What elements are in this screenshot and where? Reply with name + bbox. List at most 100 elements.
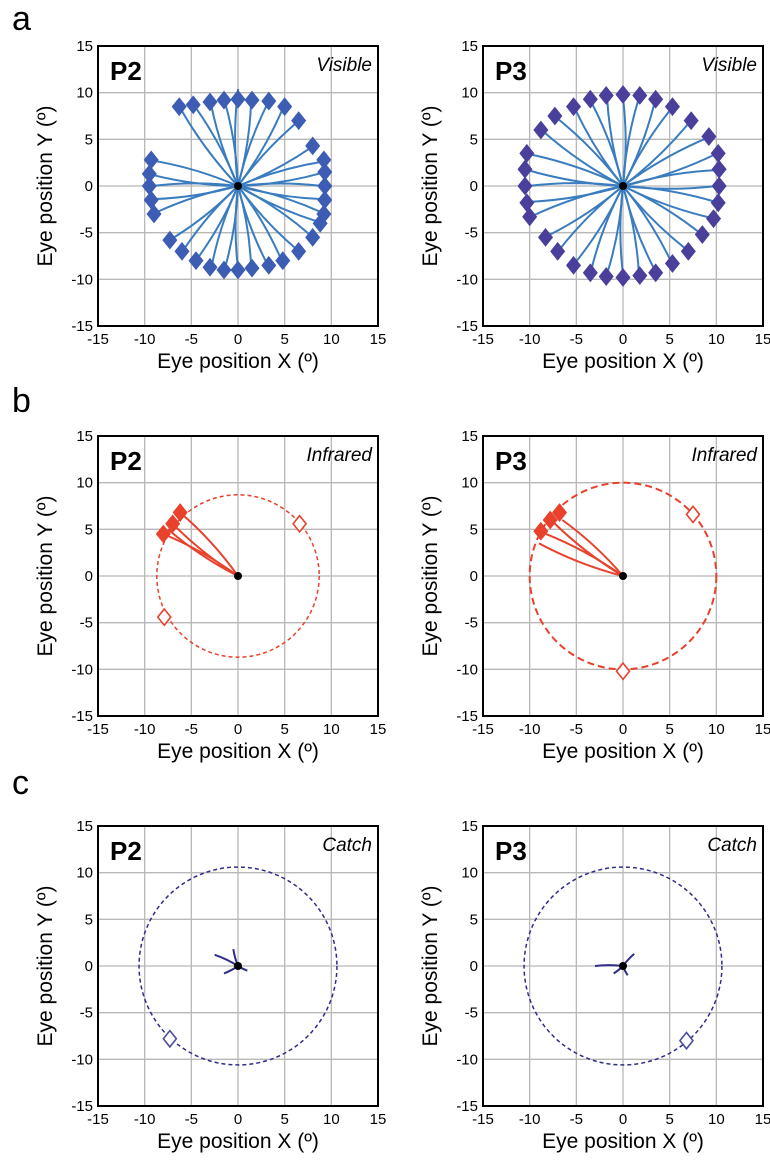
y-tick-label: 0 xyxy=(470,178,478,195)
fixation-dot xyxy=(234,572,242,580)
target-diamond xyxy=(244,90,260,110)
x-tick-label: -5 xyxy=(185,1111,198,1128)
condition-label: Visible xyxy=(701,55,757,76)
x-tick-label: 5 xyxy=(665,721,673,738)
target-diamond xyxy=(701,127,717,146)
plot-frame xyxy=(482,45,764,327)
x-axis-label: Eye position X (º) xyxy=(542,1130,704,1153)
eye-trace xyxy=(234,185,239,269)
x-tick-label: -10 xyxy=(134,331,156,348)
eye-trace xyxy=(210,185,239,266)
eye-trace xyxy=(594,964,624,967)
y-tick-label: 0 xyxy=(470,958,478,975)
subject-label: P2 xyxy=(110,836,142,866)
target-diamond xyxy=(277,97,293,117)
y-tick-label: 10 xyxy=(461,865,478,882)
target-diamond xyxy=(171,97,187,117)
x-tick-label: -15 xyxy=(87,721,109,738)
eye-trace xyxy=(561,519,624,577)
target-diamond xyxy=(230,89,246,109)
target-diamond xyxy=(664,97,680,117)
target-diamond xyxy=(710,193,726,213)
y-tick-label: 0 xyxy=(470,568,478,585)
subject-label: P3 xyxy=(495,836,527,866)
target-diamond xyxy=(683,111,699,131)
eye-trace xyxy=(162,533,239,577)
target-ring xyxy=(156,494,320,658)
target-diamond xyxy=(305,227,321,247)
eye-trace xyxy=(543,131,624,187)
target-diamond xyxy=(615,268,631,287)
y-tick-label: -10 xyxy=(456,661,478,678)
chart-c-p2: -15 -10 -5 0 5 10 15 -15 -10 -5 0 5 10 15 Eye position… xyxy=(34,818,386,1153)
x-tick-label: -10 xyxy=(134,1111,156,1128)
y-tick-label: -15 xyxy=(71,318,93,335)
target-diamond xyxy=(566,97,582,117)
eye-trace xyxy=(622,97,627,187)
x-tick-label: -15 xyxy=(472,721,494,738)
y-tick-label: -5 xyxy=(80,1005,93,1022)
fixation-dot xyxy=(619,962,627,970)
fixation-dot xyxy=(619,572,627,580)
eye-trace xyxy=(237,146,312,187)
y-tick-label: 5 xyxy=(470,911,478,928)
target-diamond xyxy=(552,503,568,522)
x-axis-label: Eye position X (º) xyxy=(542,740,704,763)
x-tick-label: -10 xyxy=(519,721,541,738)
panel-letter-a: a xyxy=(12,0,31,38)
eye-trace xyxy=(622,185,688,251)
y-tick-label: 0 xyxy=(85,568,93,585)
x-tick-label: 10 xyxy=(708,331,725,348)
target-diamond xyxy=(533,120,549,140)
x-tick-label: -15 xyxy=(472,1111,494,1128)
target-diamond xyxy=(291,241,307,261)
target-diamond xyxy=(680,241,696,261)
target-diamond xyxy=(710,143,726,163)
eye-trace xyxy=(183,185,239,251)
eye-trace xyxy=(237,185,253,267)
target-diamond-open xyxy=(162,1029,178,1049)
target-diamond xyxy=(261,255,277,275)
eye-trace xyxy=(237,185,318,223)
y-tick-label: 15 xyxy=(76,818,93,835)
x-tick-label: 10 xyxy=(323,331,340,348)
x-tick-label: 15 xyxy=(755,721,770,738)
y-axis-label: Eye position Y (º) xyxy=(419,496,442,657)
eye-trace xyxy=(237,185,298,251)
target-diamond xyxy=(216,90,232,110)
eye-trace xyxy=(532,185,624,217)
x-tick-label: 5 xyxy=(665,331,673,348)
target-diamond xyxy=(317,162,333,182)
y-tick-label: -10 xyxy=(456,1051,478,1068)
target-diamond xyxy=(275,251,291,271)
eye-trace xyxy=(237,101,253,187)
x-tick-label: 10 xyxy=(323,721,340,738)
target-ring xyxy=(138,866,338,1066)
target-ring xyxy=(523,866,723,1066)
target-diamond xyxy=(566,255,582,275)
target-diamond xyxy=(155,524,171,544)
eye-trace xyxy=(237,185,323,201)
target-diamond xyxy=(664,254,680,273)
subject-label: P3 xyxy=(495,56,527,86)
y-tick-label: 5 xyxy=(85,521,93,538)
y-axis-label: Eye position Y (º) xyxy=(34,886,57,1047)
eye-trace xyxy=(237,102,269,187)
x-axis-label: Eye position X (º) xyxy=(542,350,704,373)
target-diamond xyxy=(172,503,188,522)
x-tick-label: -5 xyxy=(185,331,198,348)
x-tick-label: -10 xyxy=(134,721,156,738)
eye-trace xyxy=(527,182,624,187)
target-diamond xyxy=(582,263,598,283)
x-tick-label: 5 xyxy=(280,1111,288,1128)
eye-trace xyxy=(152,182,239,187)
target-diamond xyxy=(711,159,727,179)
fixation-dot xyxy=(234,962,242,970)
target-diamond xyxy=(522,207,538,227)
x-tick-label: 5 xyxy=(665,1111,673,1128)
eye-trace xyxy=(622,153,716,187)
x-axis-label: Eye position X (º) xyxy=(157,350,319,373)
y-tick-label: 10 xyxy=(76,865,93,882)
target-diamond xyxy=(632,86,648,105)
target-diamond xyxy=(519,143,535,163)
